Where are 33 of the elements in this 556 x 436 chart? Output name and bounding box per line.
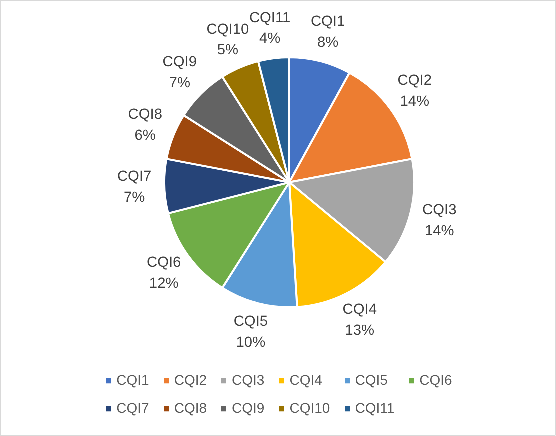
slice-label: CQI1	[310, 14, 346, 30]
legend-label: CQI4	[290, 372, 322, 388]
data-label: 8%	[317, 34, 339, 51]
data-label: 6%	[134, 128, 156, 144]
data-label: 14%	[424, 223, 454, 240]
data-label: 7%	[124, 190, 146, 206]
slice-label: CQI10	[206, 22, 250, 38]
data-label: 7%	[169, 75, 190, 92]
legend-label: CQI3	[232, 372, 265, 388]
data-label: 12%	[149, 276, 179, 292]
legend-label: CQI2	[174, 372, 208, 388]
legend-label: CQI6	[420, 372, 452, 388]
legend-label: CQI1	[116, 372, 150, 388]
data-label: 4%	[259, 31, 281, 48]
slice-label: CQI6	[147, 255, 182, 272]
slice-label: CQI3	[422, 202, 457, 219]
slice-label: CQI7	[117, 168, 152, 185]
slice-label: CQI5	[234, 314, 268, 330]
slice-label: CQI11	[249, 10, 291, 26]
legend-label: CQI8	[174, 400, 208, 416]
legend-label: CQI10	[290, 400, 330, 416]
legend-label: CQI7	[116, 400, 150, 416]
slice-label: CQI4	[342, 302, 377, 318]
data-label: 10%	[236, 335, 266, 352]
data-label: 13%	[345, 323, 375, 340]
legend-label: CQI11	[355, 400, 395, 416]
legend-label: CQI5	[355, 372, 388, 388]
data-label: 14%	[400, 94, 430, 110]
slice-label: CQI8	[128, 107, 162, 124]
slice-label: CQI9	[162, 54, 198, 70]
legend-label: CQI9	[232, 400, 265, 416]
data-label: 5%	[217, 42, 239, 59]
slice-label: CQI2	[398, 72, 432, 89]
